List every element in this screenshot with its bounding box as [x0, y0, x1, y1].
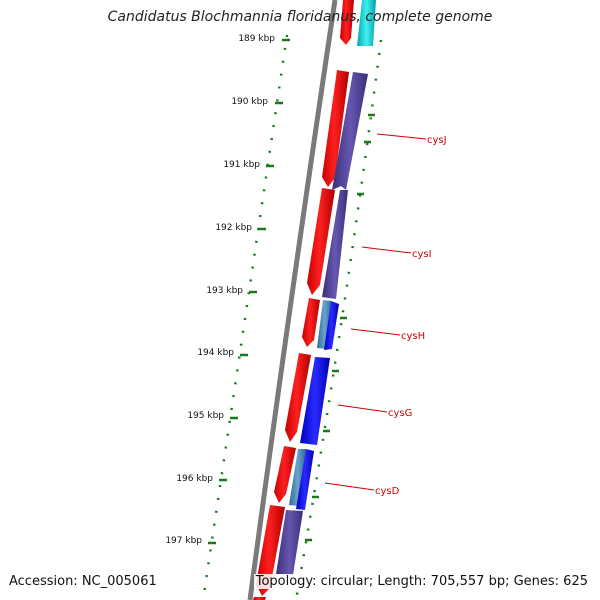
tick-label-196: 196 kbp: [176, 474, 213, 484]
cds-feature[interactable]: [324, 301, 339, 350]
gene-label-cysG[interactable]: cysG: [388, 408, 412, 419]
gene-label-cysJ[interactable]: cysJ: [427, 135, 447, 146]
cds-feature[interactable]: [332, 72, 368, 190]
tick-label-189: 189 kbp: [238, 34, 275, 44]
tick-label-197: 197 kbp: [165, 536, 202, 546]
cds-feature[interactable]: [296, 449, 314, 510]
tick-label-195: 195 kbp: [187, 411, 224, 421]
gene-label-cysD[interactable]: cysD: [375, 486, 400, 497]
tick-label-191: 191 kbp: [223, 160, 260, 170]
tick-label-190: 190 kbp: [231, 97, 268, 107]
cds-feature[interactable]: [285, 353, 311, 442]
tick-label-192: 192 kbp: [215, 223, 252, 233]
gene-label-leaders: [324, 133, 427, 491]
cds-feature[interactable]: [357, 0, 376, 46]
genome-summary: Topology: circular; Length: 705,557 bp; …: [253, 574, 590, 589]
tick-ring-inner: [294, 39, 383, 600]
cds-feature[interactable]: [302, 298, 320, 347]
cds-feature[interactable]: [289, 449, 306, 506]
kbp-tick-marks: [208, 38, 290, 545]
leader-line-cysD: [324, 482, 375, 491]
minor-tick-marks: [305, 113, 375, 542]
gene-label-cysH[interactable]: cysH: [401, 331, 425, 342]
forward-strand-features: [253, 0, 354, 600]
gene-label-cysI[interactable]: cysI: [412, 249, 432, 260]
reverse-strand-features: [276, 0, 376, 575]
tick-label-193: 193 kbp: [206, 286, 243, 296]
gene-labels: cysJ cysI cysH cysG cysD: [375, 135, 447, 497]
leader-line-cysI: [361, 246, 412, 254]
cds-feature[interactable]: [307, 188, 335, 295]
cds-feature[interactable]: [340, 0, 354, 45]
leader-line-cysG: [337, 404, 388, 413]
cds-feature[interactable]: [322, 70, 349, 187]
cds-feature[interactable]: [276, 510, 303, 575]
tick-ring-outer: [201, 34, 289, 600]
cds-feature[interactable]: [300, 357, 330, 445]
map-title: Candidatus Blochmannia floridanus, compl…: [107, 9, 493, 25]
cds-feature[interactable]: [322, 190, 348, 299]
leader-line-cysH: [350, 328, 401, 336]
tick-label-194: 194 kbp: [197, 348, 234, 358]
kbp-tick-labels: 189 kbp 190 kbp 191 kbp 192 kbp 193 kbp …: [165, 34, 275, 546]
genome-backbone: [247, 0, 338, 600]
accession-label: Accession: NC_005061: [9, 574, 157, 589]
leader-line-cysJ: [376, 133, 427, 140]
cds-feature[interactable]: [256, 505, 285, 596]
cds-feature[interactable]: [253, 597, 266, 600]
cds-feature[interactable]: [274, 446, 296, 503]
